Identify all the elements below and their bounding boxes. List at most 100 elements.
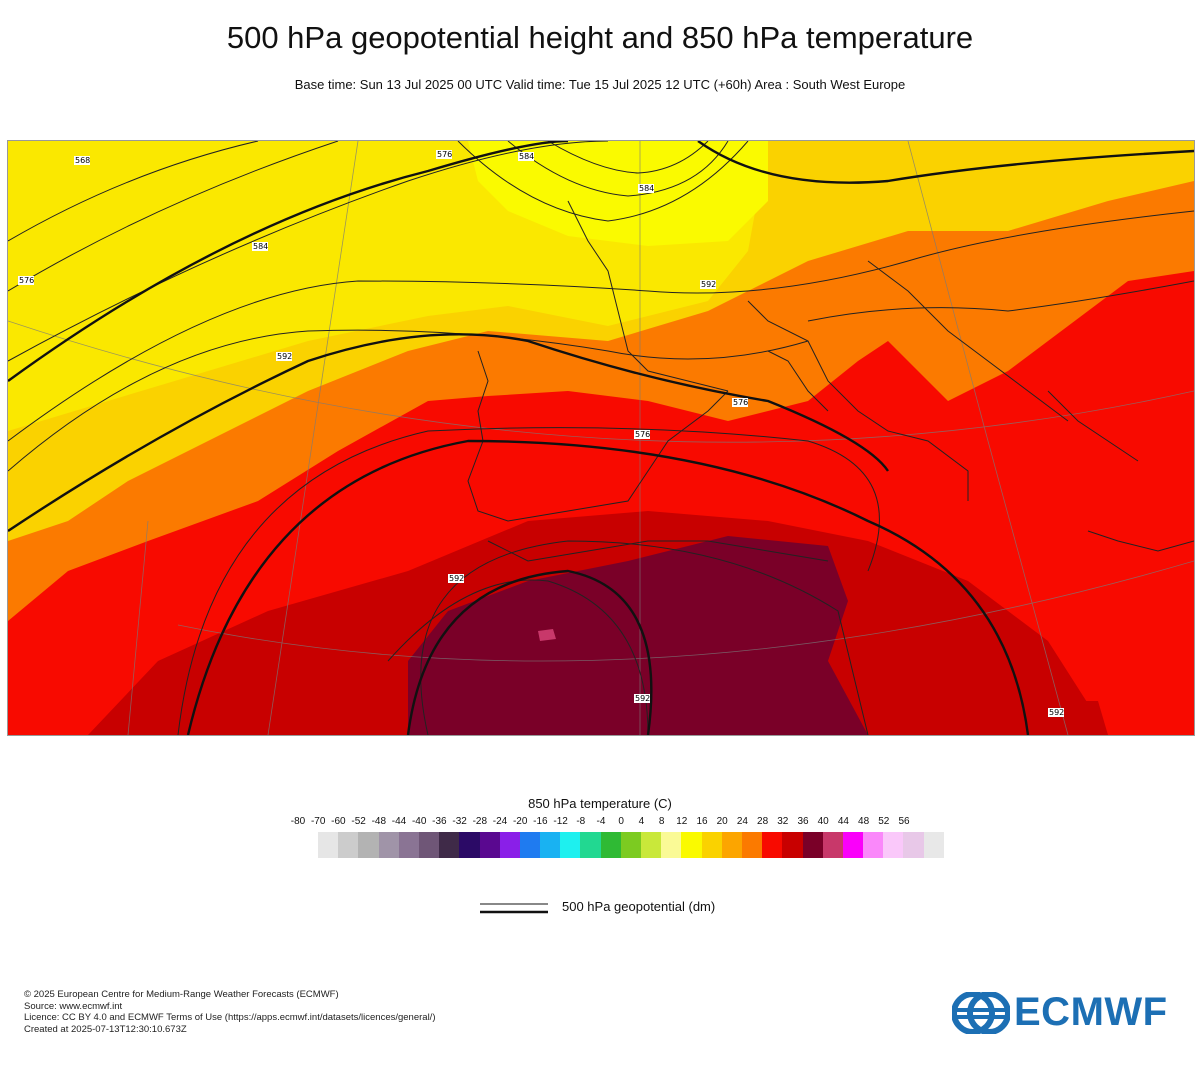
colorbar-swatch <box>661 832 682 858</box>
geopotential-contours <box>8 141 1194 735</box>
colorbar-title: 850 hPa temperature (C) <box>528 796 672 811</box>
coastlines <box>467 200 1194 562</box>
colorbar-tick-label: 20 <box>716 816 728 827</box>
colorbar-swatch <box>883 832 904 858</box>
colorbar-swatch <box>802 832 823 858</box>
temp-field-coolest <box>468 141 768 246</box>
colorbar-swatch <box>721 832 742 858</box>
geopotential-legend-line <box>480 903 548 914</box>
colorbar-swatch <box>741 832 763 858</box>
temp-field-patch <box>1058 701 1108 735</box>
colorbar-tick-label: -20 <box>512 816 528 827</box>
colorbar-tick-label: -40 <box>411 816 427 827</box>
colorbar-tick-label: 4 <box>638 816 645 827</box>
contour-label: 592 <box>700 280 716 289</box>
colorbar-swatch <box>418 832 440 858</box>
contour-label-text: 576 <box>635 430 650 439</box>
ecmwf-logo: ECMWF <box>952 990 1168 1035</box>
colorbar-tick-label: 32 <box>777 816 789 827</box>
colorbar-tick-label: -12 <box>553 816 568 827</box>
colorbar-swatch <box>439 832 460 858</box>
contour-label-text: 584 <box>639 184 654 193</box>
colorbar-swatch <box>580 832 601 858</box>
colorbar-tick-label: -32 <box>452 816 467 827</box>
colorbar-tick-label: -80 <box>290 816 306 827</box>
contour-label-text: 584 <box>519 152 534 161</box>
colorbar-swatch <box>358 832 379 858</box>
colorbar-swatch <box>540 832 561 858</box>
colorbar-tick-label: -44 <box>391 816 407 827</box>
colorbar-swatch <box>499 832 520 858</box>
colorbar-swatch <box>701 832 722 858</box>
colorbar-swatch <box>923 832 944 858</box>
colorbar-swatch <box>318 832 339 858</box>
colorbar-swatch <box>822 832 843 858</box>
colorbar-swatch <box>903 832 924 858</box>
contour-label-text: 592 <box>449 574 464 583</box>
colorbar-swatch <box>842 832 864 858</box>
colorbar-tick-label: -4 <box>596 816 606 827</box>
contour-label: 576 <box>732 398 748 407</box>
contour-label-text: 568 <box>75 156 90 165</box>
contour-label: 592 <box>1048 708 1064 717</box>
contour-label: 584 <box>518 152 534 161</box>
credits-line: Licence: CC BY 4.0 and ECMWF Terms of Us… <box>24 1012 436 1023</box>
contour-label-text: 576 <box>19 276 34 285</box>
ecmwf-logo-icon <box>952 991 1010 1034</box>
contour-labels: 568 576 584 592 576 584 592 576 576 584 … <box>18 150 1064 717</box>
colorbar-swatch <box>782 832 803 858</box>
colorbar-swatch <box>620 832 641 858</box>
colorbar-tick-label: 28 <box>757 816 769 827</box>
chart-title: 500 hPa geopotential height and 850 hPa … <box>226 20 974 55</box>
colorbar-tick-label: 44 <box>837 816 849 827</box>
colorbar-tick-label: 16 <box>696 816 708 827</box>
colorbar-swatch <box>762 832 783 858</box>
temp-field-peak <box>538 629 556 641</box>
contour-label: 584 <box>252 242 268 251</box>
colorbar-tick-label: -52 <box>351 816 366 827</box>
credits-line: Created at 2025-07-13T12:30:10.673Z <box>24 1023 187 1035</box>
contour-label: 592 <box>276 352 292 361</box>
colorbar-tick-label: 8 <box>658 816 665 827</box>
colorbar <box>318 832 944 858</box>
colorbar-tick-label: -36 <box>432 816 447 827</box>
colorbar-tick-label: -24 <box>492 816 508 827</box>
colorbar-tick-label: 40 <box>817 816 829 827</box>
colorbar-swatch <box>863 832 884 858</box>
colorbar-tick-label: -8 <box>576 816 586 827</box>
chart-subtitle: Base time: Sun 13 Jul 2025 00 UTC Valid … <box>294 77 906 92</box>
contour-label: 576 <box>18 276 34 285</box>
contour-label-text: 576 <box>437 150 452 159</box>
contour-label-text: 592 <box>635 694 650 703</box>
contour-label: 576 <box>436 150 452 159</box>
colorbar-tick-label: 52 <box>878 816 890 827</box>
temp-field-extreme <box>408 536 868 735</box>
colorbar-swatch <box>398 832 419 858</box>
colorbar-tick-label: 56 <box>898 816 910 827</box>
colorbar-swatch <box>641 832 662 858</box>
colorbar-swatch <box>681 832 702 858</box>
colorbar-tick-label: -16 <box>533 816 548 827</box>
colorbar-swatch <box>479 832 500 858</box>
colorbar-tick-label: -28 <box>472 816 488 827</box>
geopotential-thick-contours <box>8 141 1194 735</box>
colorbar-ticks: -80 -70 -60 -52 -48 -44 -40 -36 -32 -28 -24 -20 -16-… <box>288 816 912 830</box>
colorbar-tick-label: 24 <box>736 816 748 827</box>
geopotential-legend-label: 500 hPa geopotential (dm) <box>562 899 716 914</box>
credits-line: © 2025 European Centre for Medium-Range … <box>24 989 339 1000</box>
colorbar-tick-label: 12 <box>676 816 688 827</box>
contour-label-text: 576 <box>733 398 748 407</box>
contour-label: 592 <box>448 574 464 583</box>
contour-label-text: 584 <box>253 242 268 251</box>
colorbar-tick-label: 36 <box>797 816 809 827</box>
ecmwf-logo-text: ECMWF <box>1014 990 1168 1034</box>
colorbar-swatch <box>378 832 399 858</box>
colorbar-tick-label: 0 <box>618 816 624 827</box>
colorbar-tick-label: -70 <box>310 816 326 827</box>
map-canvas: 568 576 584 592 576 584 592 576 576 584 … <box>8 141 1194 735</box>
contour-label: 568 <box>74 156 90 165</box>
colorbar-swatch <box>459 832 480 858</box>
contour-label: 576 <box>634 430 650 439</box>
contour-label: 592 <box>634 694 650 703</box>
credits: © 2025 European Centre for Medium-Range … <box>24 989 436 1035</box>
